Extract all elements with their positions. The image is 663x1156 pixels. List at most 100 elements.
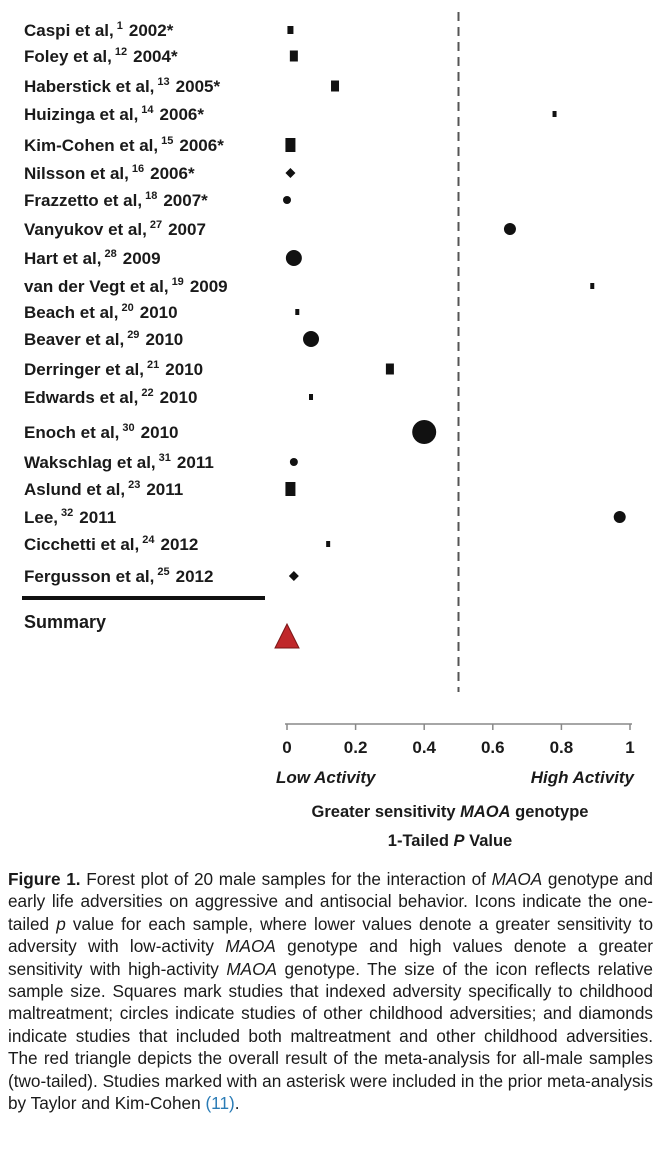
study-marker-square (309, 394, 314, 400)
study-label: Cicchetti et al, 24 2012 (24, 534, 198, 554)
study-author: Enoch et al, (24, 423, 119, 442)
study-year: 2006* (150, 164, 195, 183)
study-year: 2012 (161, 535, 199, 554)
study-label: Haberstick et al, 13 2005* (24, 76, 220, 96)
study-author: Haberstick et al, (24, 77, 154, 96)
study-reference: 32 (61, 507, 73, 519)
caption-italic: p (56, 913, 66, 934)
study-marker-circle (412, 420, 437, 444)
study-label: Hart et al, 28 2009 (24, 248, 161, 268)
x-tick-label: 0.2 (344, 738, 368, 757)
study-year: 2007 (168, 220, 206, 239)
study-author: Vanyukov et al, (24, 220, 147, 239)
study-author: van der Vegt et al, (24, 277, 169, 296)
study-year: 2010 (160, 388, 198, 407)
caption-text: genotype and high values denote a greate… (8, 936, 653, 979)
study-label: Beaver et al, 29 2010 (24, 329, 183, 349)
study-year: 2002* (129, 21, 174, 40)
study-marker-circle (503, 223, 516, 235)
study-reference: 12 (115, 46, 127, 58)
caption-italic: MAOA (225, 936, 276, 957)
study-label: Vanyukov et al, 27 2007 (24, 219, 206, 239)
caption-text: Forest plot of 20 male samples for the i… (80, 869, 492, 889)
study-year: 2011 (79, 508, 116, 527)
study-reference: 24 (142, 534, 155, 546)
study-marker-square (326, 541, 331, 547)
x-axis-label-line1-post: genotype (511, 803, 589, 821)
caption-text: . (234, 1093, 240, 1114)
study-label: Derringer et al, 21 2010 (24, 359, 203, 379)
figure-caption: Figure 1. Forest plot of 20 male samples… (8, 868, 653, 1114)
study-author: Hart et al, (24, 249, 101, 268)
study-year: 2011 (177, 453, 214, 472)
study-year: 2009 (190, 277, 228, 296)
forest-plot: Caspi et al, 1 2002*Foley et al, 12 2004*Hab… (22, 12, 636, 850)
summary-triangle (274, 622, 300, 649)
caption-label: Figure 1. (8, 869, 81, 889)
study-author: Huizinga et al, (24, 105, 138, 124)
study-author: Beach et al, (24, 303, 119, 322)
study-reference: 23 (128, 479, 140, 491)
study-year: 2006* (179, 136, 224, 155)
x-tick-label: 0 (282, 738, 291, 757)
study-label: Huizinga et al, 14 2006* (24, 104, 204, 124)
study-label: Enoch et al, 30 2010 (24, 422, 179, 442)
study-author: Edwards et al, (24, 388, 138, 407)
x-axis-label-line2: 1-Tailed P Value (388, 832, 512, 850)
study-marker-square (331, 80, 340, 92)
study-marker-diamond (288, 571, 299, 581)
study-reference: 15 (161, 135, 173, 147)
study-author: Frazzetto et al, (24, 191, 142, 210)
x-tick-label: 1 (625, 738, 634, 757)
study-label: Aslund et al, 23 2011 (24, 479, 183, 499)
study-author: Wakschlag et al, (24, 453, 156, 472)
citation-link[interactable]: (11) (205, 1093, 235, 1114)
study-marker-circle (283, 196, 291, 204)
study-labels: Caspi et al, 1 2002* Foley et al, 12 2004* Hab… (24, 20, 228, 586)
study-author: Lee, (24, 508, 58, 527)
study-marker-diamond (285, 168, 296, 178)
study-label: Nilsson et al, 16 2006* (24, 163, 195, 183)
study-reference: 13 (157, 76, 169, 88)
x-axis-label-line1-pre: Greater sensitivity (312, 803, 461, 821)
study-year: 2012 (176, 567, 214, 586)
study-label: Wakschlag et al, 31 2011 (24, 452, 214, 472)
study-reference: 28 (104, 248, 116, 260)
study-marker-square (285, 482, 296, 496)
study-year: 2010 (145, 330, 183, 349)
caption-italic: MAOA (226, 958, 277, 979)
study-reference: 18 (145, 190, 157, 202)
study-year: 2005* (176, 77, 221, 96)
study-year: 2006* (160, 105, 205, 124)
x-axis-label-gene: MAOA (460, 803, 510, 821)
study-year: 2011 (146, 480, 183, 499)
study-marker-square (289, 50, 298, 62)
study-year: 2010 (140, 303, 178, 322)
study-author: Caspi et al, (24, 21, 114, 40)
study-label: Frazzetto et al, 18 2007* (24, 190, 208, 210)
study-marker-circle (285, 250, 302, 266)
study-label: van der Vegt et al, 19 2009 (24, 276, 228, 296)
x-tick-label: 0.8 (550, 738, 574, 757)
study-author: Foley et al, (24, 47, 112, 66)
x-axis-ticks: 0 0.2 0.4 0.6 0.8 1 (282, 724, 635, 757)
study-author: Nilsson et al, (24, 164, 129, 183)
study-author: Fergusson et al, (24, 567, 154, 586)
high-activity-label: High Activity (531, 768, 636, 787)
caption-text: genotype and early life adversities on a… (8, 869, 653, 934)
caption-body: Forest plot of 20 male samples for the i… (8, 869, 653, 1113)
study-year: 2010 (141, 423, 179, 442)
study-year: 2004* (133, 47, 178, 66)
study-reference: 22 (141, 387, 153, 399)
study-label: Kim-Cohen et al, 15 2006* (24, 135, 224, 155)
x-axis-label-line2-post: Value (465, 832, 513, 850)
study-reference: 31 (159, 452, 171, 464)
study-marker-square (590, 283, 595, 289)
study-reference: 21 (147, 359, 159, 371)
study-label: Caspi et al, 1 2002* (24, 20, 174, 40)
x-tick-label: 0.6 (481, 738, 505, 757)
study-author: Cicchetti et al, (24, 535, 139, 554)
study-label: Fergusson et al, 25 2012 (24, 566, 213, 586)
study-marker-square (285, 138, 296, 152)
study-marker-square (552, 111, 557, 117)
